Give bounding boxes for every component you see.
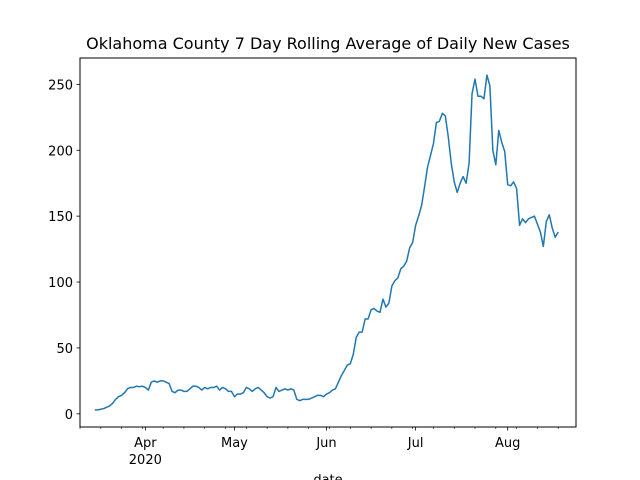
axes-frame: [79, 57, 577, 428]
y-tick-label: 250: [48, 78, 73, 93]
y-tick-label: 50: [56, 342, 73, 357]
x-tick-label: Jul: [407, 436, 424, 451]
y-tick-label: 0: [65, 408, 73, 423]
y-axis: 0 50 100 150 200 250: [48, 78, 80, 423]
x-tick-label: Jun: [315, 436, 336, 451]
x-tick-label: Apr: [134, 436, 157, 451]
y-tick-label: 150: [48, 210, 73, 225]
series-line: [94, 74, 559, 411]
chart-title: Oklahoma County 7 Day Rolling Average of…: [86, 34, 570, 53]
x-tick-label: Aug: [495, 436, 520, 451]
x-axis: Apr 2020 May Jun Jul Aug: [79, 427, 559, 468]
x-axis-label: date: [313, 473, 342, 480]
x-tick-label: May: [221, 436, 248, 451]
plot-area: [94, 74, 559, 411]
y-tick-label: 200: [48, 144, 73, 159]
y-tick-label: 100: [48, 276, 73, 291]
x-tick-sublabel: 2020: [129, 453, 162, 468]
